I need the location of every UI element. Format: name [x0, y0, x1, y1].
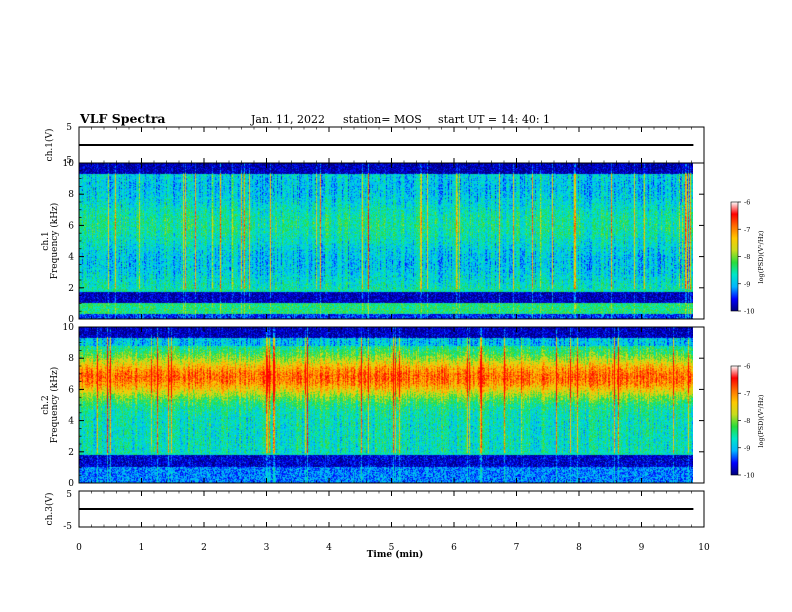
ch2-colorbar-gradient	[731, 366, 738, 475]
time-tick-label: 6	[451, 543, 457, 553]
start-ut-label: start UT = 14: 40: 1	[438, 113, 550, 126]
ch2-spectrogram-ytick-label: 2	[68, 448, 74, 458]
time-tick-label: 9	[639, 543, 645, 553]
ch1-spectrogram-channel-label: ch.1	[41, 231, 51, 250]
ch1-spectrogram-ytick-label: 0	[68, 315, 74, 325]
time-tick-label: 1	[139, 543, 145, 553]
ch2-spectrogram-ytick-label: 8	[68, 354, 74, 364]
ch1-colorbar-tick-label: -10	[744, 308, 754, 316]
ch1-colorbar-tick-label: -8	[744, 253, 750, 261]
time-tick-label: 0	[76, 543, 82, 553]
ch2-colorbar-tick-label: -6	[744, 363, 750, 371]
ch1-spectrogram-panel: 0 2 4 6 8 10 ch.1 Frequency (kHz)	[41, 159, 705, 325]
ch1-spectrogram-ytick-label: 2	[68, 284, 74, 294]
time-tick-label: 3	[264, 543, 270, 553]
ch2-colorbar-label: log(PSD)(V²/Hz)	[757, 394, 765, 447]
ch1-ytick-bottom: -5	[63, 156, 72, 166]
time-tick-label: 8	[576, 543, 582, 553]
ch1-spectrogram-ytick-label: 8	[68, 190, 74, 200]
ch1-ytick-top: 5	[66, 123, 72, 133]
ch1-spectrogram-ylabel: Frequency (kHz)	[49, 203, 60, 280]
ch2-colorbar: -6 -7 -8 -9 -10 log(PSD)(V²/Hz)	[730, 363, 765, 480]
ch1-colorbar: -6 -7 -8 -9 -10 log(PSD)(V²/Hz)	[730, 199, 765, 316]
ch1-colorbar-gradient	[731, 202, 738, 311]
ch2-colorbar-tick-label: -7	[744, 390, 750, 398]
ch1-spectrogram-ytick-label: 10	[63, 159, 75, 169]
time-axis-label: Time (min)	[367, 549, 424, 560]
time-tick-label: 4	[326, 543, 332, 553]
ch2-spectrogram-ytick-label: 10	[63, 323, 75, 333]
ch3-waveform-panel: 5 -5 ch.3(V)	[44, 490, 705, 532]
ch2-spectrogram-panel: 0 2 4 6 8 10 ch.2 Frequency (kHz)	[41, 323, 705, 489]
ch2-colorbar-tick-label: -10	[744, 472, 754, 480]
ch2-colorbar-tick-label: -8	[744, 417, 750, 425]
ch2-spectrogram-ytick-label: 6	[68, 385, 74, 395]
ch1-waveform-ylabel: ch.1(V)	[44, 129, 55, 162]
station-label: station= MOS	[343, 113, 422, 126]
ch1-colorbar-label: log(PSD)(V²/Hz)	[757, 230, 765, 283]
ch1-spectrogram-ytick-label: 6	[68, 221, 74, 231]
ch3-ytick-top: 5	[66, 490, 72, 500]
ch2-spectrogram-channel-label: ch.2	[41, 395, 51, 414]
ch1-waveform-panel: 5 -5 ch.1(V)	[44, 123, 705, 166]
ch1-colorbar-tick-label: -7	[744, 226, 750, 234]
time-tick-label: 2	[201, 543, 207, 553]
date-label: Jan. 11, 2022	[250, 113, 325, 126]
ch2-spectrogram-ytick-label: 0	[68, 479, 74, 489]
ch1-colorbar-tick-label: -6	[744, 199, 750, 207]
ch2-spectrogram-ytick-label: 4	[68, 417, 74, 427]
ch2-spectrogram-ylabel: Frequency (kHz)	[49, 367, 60, 444]
time-axis-ticks: 0 1 2 3 4 5 6 7 8 9 10	[76, 127, 710, 553]
figure-title: VLF Spectra	[79, 111, 166, 126]
time-tick-label: 7	[514, 543, 520, 553]
ch1-spectrogram-image	[79, 163, 693, 319]
ch2-spectrogram-image	[79, 327, 693, 483]
time-tick-label: 10	[698, 543, 710, 553]
ch3-waveform-ylabel: ch.3(V)	[44, 493, 55, 526]
ch2-colorbar-tick-label: -9	[744, 444, 750, 452]
ch3-ytick-bottom: -5	[63, 522, 72, 532]
time-tick-label: 5	[389, 543, 395, 553]
ch1-colorbar-tick-label: -9	[744, 280, 750, 288]
ch1-spectrogram-ytick-label: 4	[68, 253, 74, 263]
